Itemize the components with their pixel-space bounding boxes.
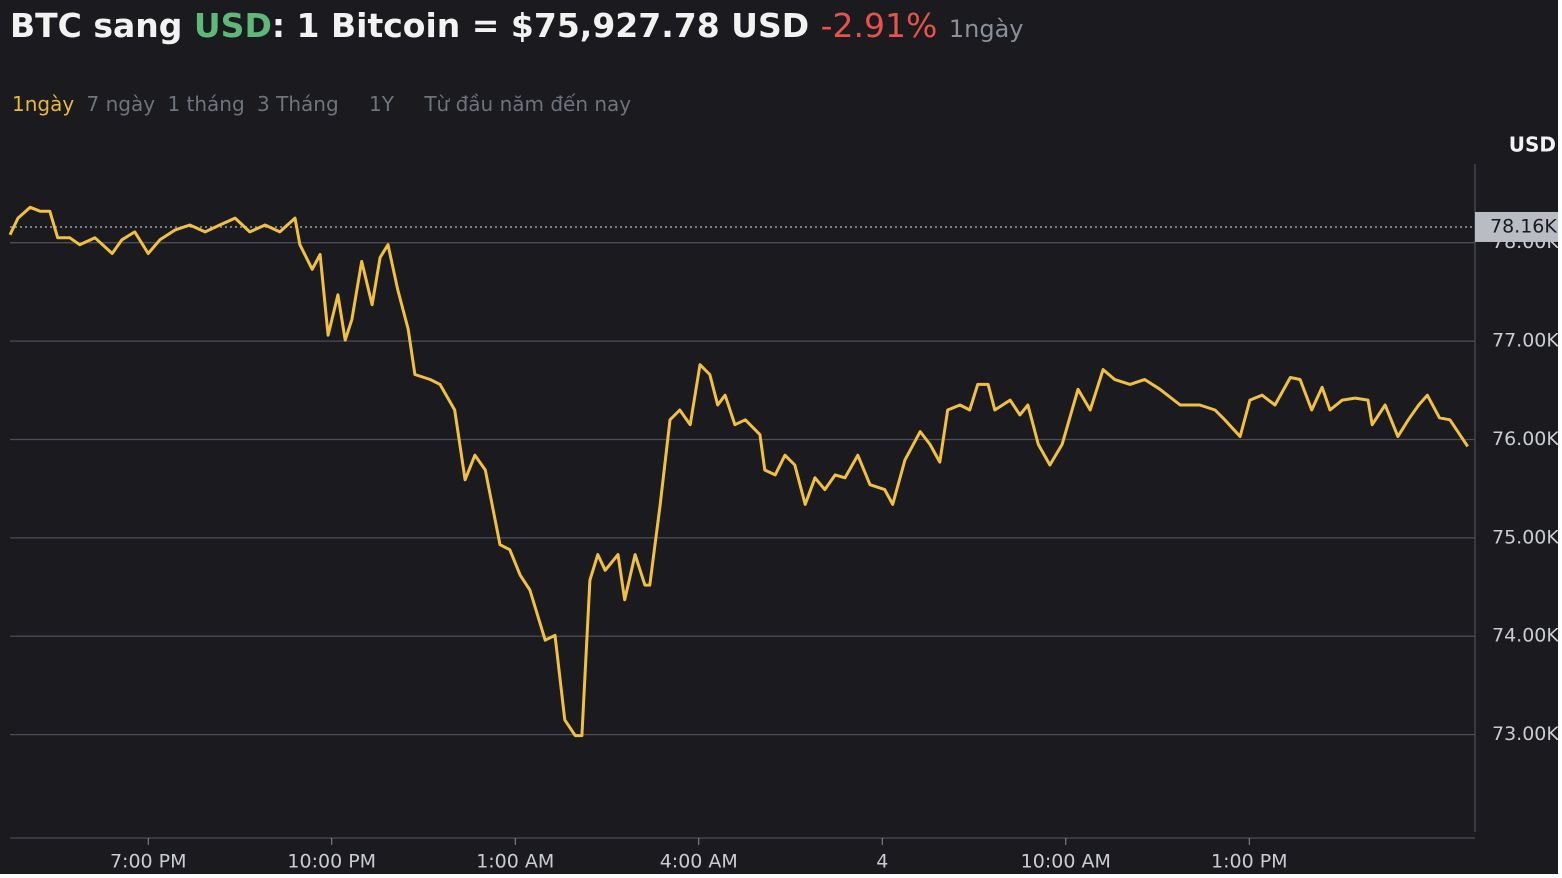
tab[interactable]: 1ngày xyxy=(12,92,75,116)
x-tick-label: 10:00 AM xyxy=(1021,851,1111,873)
title-currency: USD xyxy=(193,6,272,45)
tab[interactable]: 1 tháng xyxy=(167,92,245,116)
y-tick-label: 75.00K xyxy=(1492,526,1558,548)
x-tick-label: 4 xyxy=(876,851,888,873)
title-start: BTC sang xyxy=(10,6,194,45)
tab[interactable]: 3 Tháng xyxy=(257,92,339,116)
tab[interactable]: 1Y xyxy=(369,92,394,116)
header: BTC sang USD: 1 Bitcoin = $75,927.78 USD… xyxy=(10,6,1023,45)
period: 1ngày xyxy=(948,15,1024,43)
x-tick-label: 7:00 PM xyxy=(110,851,187,873)
x-tick-label: 4:00 AM xyxy=(660,851,738,873)
tabs: 1ngày 7 ngày 1 tháng 3 Tháng 1Y Từ đầu n… xyxy=(12,92,637,116)
price-line xyxy=(8,205,1469,738)
title-rest: : 1 Bitcoin = $75,927.78 USD xyxy=(271,6,810,45)
tab[interactable]: 7 ngày xyxy=(86,92,156,116)
reference-label-box xyxy=(1475,211,1558,242)
x-tick-label: 1:00 AM xyxy=(476,851,554,873)
y-tick-label: 73.00K xyxy=(1492,723,1558,745)
y-tick-label: 77.00K xyxy=(1492,330,1558,352)
tab[interactable]: Từ đầu năm đến nay xyxy=(424,92,632,116)
y-tick-label: 76.00K xyxy=(1492,428,1558,450)
y-axis-label: USD xyxy=(1509,133,1556,157)
reference-label: 78.16K xyxy=(1490,215,1557,237)
x-tick-label: 1:00 PM xyxy=(1211,851,1288,873)
change: -2.91% xyxy=(820,6,938,45)
y-tick-label: 74.00K xyxy=(1492,625,1558,647)
x-tick-label: 10:00 PM xyxy=(287,851,376,873)
